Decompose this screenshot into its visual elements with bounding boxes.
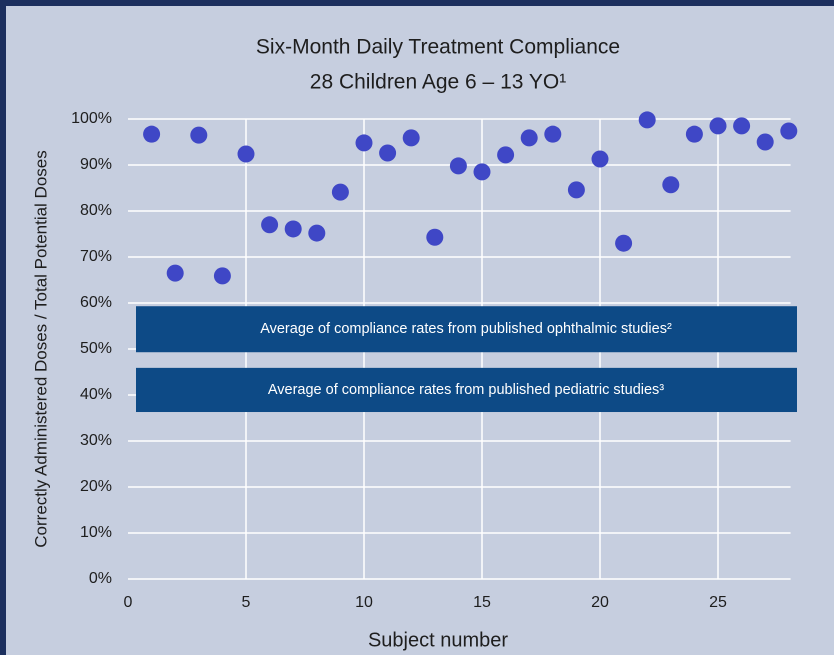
point <box>308 224 326 242</box>
y-tick-label: 40% <box>80 386 112 403</box>
x-tick-label: 5 <box>242 594 251 611</box>
point <box>190 126 208 144</box>
point <box>638 111 656 129</box>
point <box>261 216 279 234</box>
point <box>709 117 727 135</box>
point <box>355 134 373 152</box>
point <box>473 163 491 181</box>
point <box>733 117 751 135</box>
point <box>497 146 515 164</box>
y-tick-label: 80% <box>80 202 112 219</box>
point <box>662 176 680 194</box>
annotation-box <box>136 367 797 413</box>
point <box>591 150 609 168</box>
y-tick-label: 60% <box>80 294 112 311</box>
x-tick-label: 0 <box>124 594 133 611</box>
chart-title: Six-Month Daily Treatment Compliance <box>256 36 620 59</box>
x-axis-label: Subject number <box>368 629 508 651</box>
annotation-box <box>136 306 797 353</box>
point <box>544 125 562 143</box>
y-tick-label: 100% <box>71 110 112 127</box>
point <box>756 133 774 151</box>
annotation-text: Average of compliance rates from publish… <box>268 382 664 398</box>
y-tick-label: 70% <box>80 248 112 265</box>
y-tick-label: 10% <box>80 524 112 541</box>
point <box>379 144 397 162</box>
y-tick-label: 20% <box>80 478 112 495</box>
chart-subtitle: 28 Children Age 6 – 13 YO¹ <box>310 71 566 94</box>
point <box>426 228 444 246</box>
point <box>284 220 302 238</box>
x-tick-label: 25 <box>709 594 727 611</box>
x-tick-label: 20 <box>591 594 609 611</box>
y-tick-label: 30% <box>80 432 112 449</box>
point <box>213 267 231 285</box>
y-tick-label: 50% <box>80 340 112 357</box>
y-tick-label: 0% <box>89 570 112 587</box>
annotation-text: Average of compliance rates from publish… <box>260 321 672 337</box>
y-tick-label: 90% <box>80 156 112 173</box>
point <box>402 129 420 147</box>
point <box>685 125 703 143</box>
point <box>520 129 538 147</box>
point <box>449 157 467 175</box>
point <box>615 234 633 252</box>
x-tick-label: 10 <box>355 594 373 611</box>
point <box>780 122 798 140</box>
point <box>567 181 585 199</box>
point <box>143 125 161 143</box>
x-tick-label: 15 <box>473 594 491 611</box>
point <box>237 145 255 163</box>
y-axis-label: Correctly Administered Doses / Total Pot… <box>31 150 50 547</box>
point <box>331 183 349 201</box>
point <box>166 264 184 282</box>
